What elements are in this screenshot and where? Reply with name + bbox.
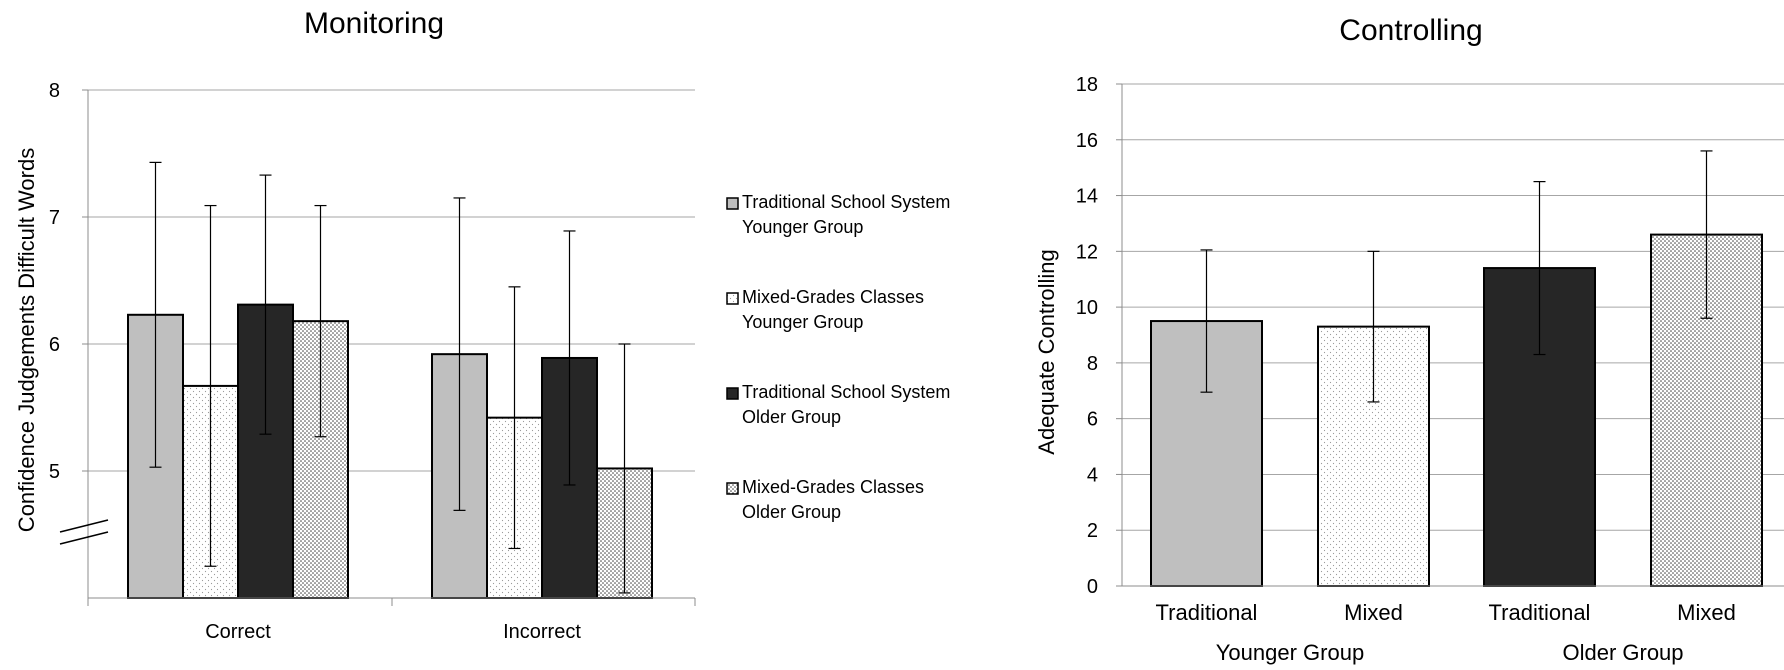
monitoring-error-bar <box>508 286 521 550</box>
controlling-y-tick-label: 16 <box>1076 130 1098 152</box>
legend-label-line2: Older Group <box>742 502 841 522</box>
monitoring-y-tick-label: 6 <box>49 334 60 356</box>
legend-swatch <box>726 292 739 305</box>
controlling-y-tick-label: 2 <box>1087 520 1098 542</box>
controlling-title: Controlling <box>1339 14 1482 47</box>
monitoring-y-tick-label: 7 <box>49 207 60 229</box>
monitoring-error-bar <box>314 204 327 438</box>
monitoring-title: Monitoring <box>304 7 444 40</box>
axis-break-icon <box>59 519 109 545</box>
controlling-y-tick-label: 14 <box>1076 186 1098 208</box>
legend-swatch <box>726 482 739 495</box>
monitoring-x-tick-label: Correct <box>205 621 271 643</box>
controlling-error-bar <box>1533 181 1546 356</box>
controlling-group-label: Older Group <box>1562 640 1683 665</box>
monitoring-error-bar <box>149 161 162 468</box>
legend-label-line2: Younger Group <box>742 217 863 237</box>
monitoring-y-tick-label: 5 <box>49 461 60 483</box>
controlling-error-bar <box>1200 249 1213 393</box>
controlling-y-tick-label: 0 <box>1087 576 1098 598</box>
controlling-error-bar <box>1367 250 1380 403</box>
controlling-y-tick-label: 6 <box>1087 409 1098 431</box>
controlling-x-tick-label: Mixed <box>1677 600 1736 625</box>
monitoring-error-bar <box>204 204 217 567</box>
controlling-y-tick-label: 10 <box>1076 297 1098 319</box>
controlling-chart: Controlling Adequate Controlling 0 2 4 6 8 10… <box>1034 14 1784 665</box>
controlling-y-tick-label: 12 <box>1076 241 1098 263</box>
controlling-x-tick-label: Mixed <box>1344 600 1403 625</box>
legend-label-line2: Older Group <box>742 407 841 427</box>
legend-label-line1: Mixed-Grades Classes <box>742 287 924 307</box>
monitoring-y-tick-label: 8 <box>49 80 60 102</box>
legend-item: Mixed-Grades Classes Younger Group <box>726 287 924 332</box>
legend-item: Traditional School System Older Group <box>726 382 950 427</box>
legend-item: Traditional School System Younger Group <box>726 192 950 237</box>
controlling-x-tick-label: Traditional <box>1156 600 1258 625</box>
monitoring-error-bar <box>618 343 631 594</box>
monitoring-y-axis-label: Confidence Judgements Difficult Words <box>14 148 39 532</box>
legend-swatch <box>726 197 739 210</box>
controlling-y-tick-label: 8 <box>1087 353 1098 375</box>
monitoring-error-bar <box>259 174 272 435</box>
controlling-group-label: Younger Group <box>1216 640 1364 665</box>
legend-swatch <box>726 387 739 400</box>
monitoring-error-bar <box>453 197 466 511</box>
controlling-y-axis-label: Adequate Controlling <box>1034 249 1059 454</box>
legend-label-line1: Mixed-Grades Classes <box>742 477 924 497</box>
legend-label-line1: Traditional School System <box>742 192 950 212</box>
controlling-error-bar <box>1700 150 1713 319</box>
legend-item: Mixed-Grades Classes Older Group <box>726 477 924 522</box>
controlling-y-tick-label: 18 <box>1076 74 1098 96</box>
legend-label-line2: Younger Group <box>742 312 863 332</box>
monitoring-x-tick-label: Incorrect <box>503 621 581 643</box>
monitoring-error-bar <box>563 230 576 486</box>
legend-label-line1: Traditional School System <box>742 382 950 402</box>
controlling-y-tick-label: 4 <box>1087 464 1098 486</box>
monitoring-chart: Monitoring Confidence Judgements Difficu… <box>14 7 696 643</box>
controlling-x-tick-label: Traditional <box>1489 600 1591 625</box>
